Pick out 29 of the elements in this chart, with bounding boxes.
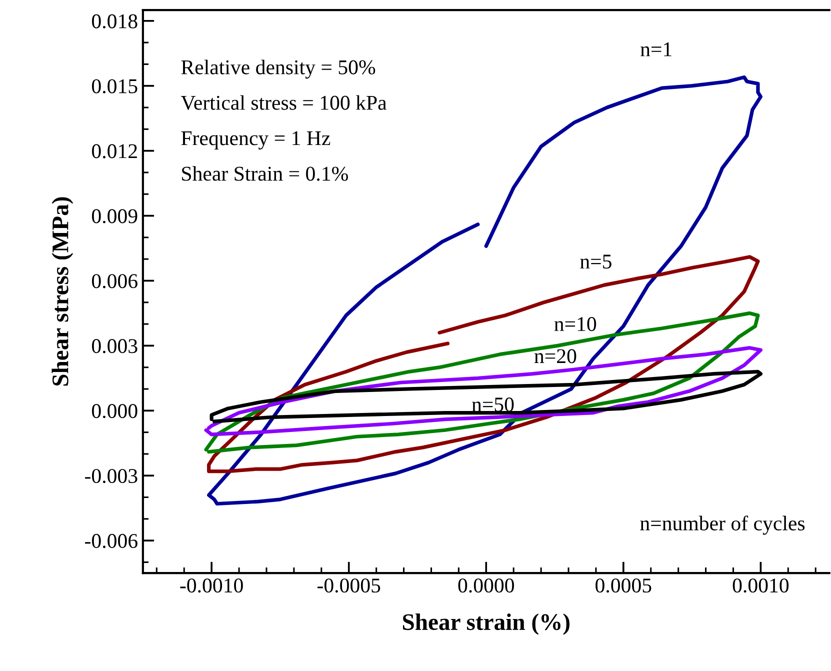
x-axis-title: Shear strain (%) [403, 613, 570, 635]
x-tick-label: 0.0005 [596, 578, 652, 593]
y-tick-label: 0.012 [92, 144, 137, 158]
series-label: n=5 [580, 254, 612, 269]
line-series [204, 311, 760, 454]
series-label: n=1 [640, 42, 672, 56]
y-tick-label: -0.003 [85, 468, 138, 484]
annotation: Relative density = 50% [181, 60, 376, 79]
y-axis-title: Shear stress (MPa) [52, 197, 74, 386]
series-label: n=20 [534, 349, 576, 364]
series-label: n=10 [554, 317, 596, 332]
line-series [210, 370, 762, 424]
y-tick-label: 0.003 [92, 339, 138, 354]
annotation: n=number of cycles [640, 516, 805, 535]
line-series [207, 255, 760, 474]
annotation: Vertical stress = 100 kPa [180, 95, 387, 110]
y-tick-label: 0.015 [92, 79, 138, 94]
annotation: Frequency = 1 Hz [181, 131, 330, 150]
x-tick-label: 0.0000 [458, 578, 514, 593]
y-tick-label: 0.000 [92, 404, 138, 418]
y-tick-label: 0.018 [92, 14, 138, 28]
x-tick-label: 0.0010 [732, 578, 789, 593]
line-series [204, 346, 762, 436]
annotation: Shear Strain = 0.1% [182, 166, 348, 181]
y-tick-label: -0.006 [85, 534, 138, 548]
x-tick-label: -0.0005 [318, 578, 380, 593]
y-tick-label: 0.006 [92, 274, 138, 288]
y-tick-label: 0.009 [92, 209, 138, 224]
x-tick-label: -0.0010 [180, 578, 243, 593]
